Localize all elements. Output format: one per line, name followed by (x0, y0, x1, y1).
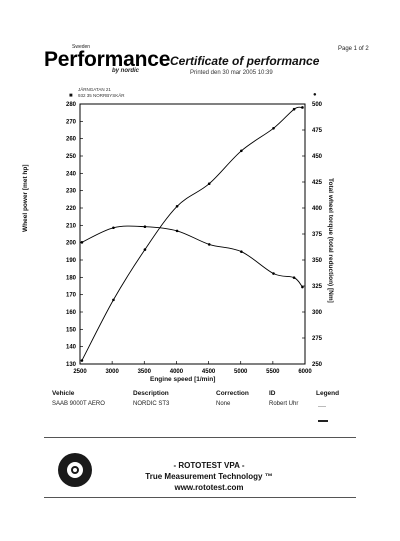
printed-date: Printed den 30 mar 2005 10:39 (190, 70, 273, 76)
x-axis-title: Engine speed [1/min] (150, 376, 216, 383)
info-header-id: ID (269, 390, 276, 397)
y-tick-label: 130 (66, 362, 77, 368)
description-value: NORDIC ST3 (133, 401, 170, 407)
y2-tick-label: 250 (312, 362, 323, 368)
y-tick-label: 160 (66, 310, 77, 316)
y-tick-label: 240 (66, 171, 77, 177)
y2-tick-label: 300 (312, 310, 323, 316)
correction-value: None (216, 401, 231, 407)
x-tick-label: 6000 (298, 369, 312, 375)
seal-core (71, 466, 79, 474)
info-header-legend: Legend (316, 390, 340, 397)
y-tick-label: 260 (66, 137, 77, 143)
y-tick-label: 250 (66, 154, 77, 160)
torque-data-point (112, 226, 115, 230)
footer-bottom-rule (44, 497, 356, 498)
y-tick-label: 230 (66, 189, 77, 195)
power-data-point (272, 126, 275, 130)
power-curve-line (81, 106, 303, 361)
brand-sub-logo: by nordic (112, 68, 140, 74)
y-tick-label: 140 (66, 345, 77, 351)
torque-data-point (143, 225, 147, 229)
page-number: Page 1 of 2 (338, 46, 369, 52)
info-header-vehicle: Vehicle (52, 390, 75, 397)
y2-tick-label: 425 (312, 180, 323, 186)
y2-tick-label: 500 (312, 102, 323, 108)
power-data-point (80, 359, 84, 362)
y-tick-label: 220 (66, 206, 77, 212)
y2-tick-label: 350 (312, 258, 323, 264)
y2-tick-label: 400 (312, 206, 323, 212)
chart-plot-frame (79, 103, 306, 365)
y2-tick-label: 275 (312, 336, 323, 342)
y-tick-label: 210 (66, 223, 77, 229)
y2-tick-label: 450 (312, 154, 323, 160)
footer-tagline: True Measurement Technology ™ (145, 472, 273, 481)
right-axis-title: Total wheel torque (total reduction) [Nm… (327, 178, 334, 303)
torque-data-point (175, 229, 179, 233)
info-header-correction: Correction (216, 390, 249, 397)
address-line-2: 932 35 NORRBYSKÄR (78, 92, 125, 98)
x-tick-label: 4500 (202, 369, 216, 375)
brand-logo: Performance (44, 48, 171, 71)
info-header-description: Description (133, 390, 169, 397)
torque-data-point (240, 250, 243, 253)
y-tick-label: 150 (66, 327, 77, 333)
x-tick-label: 3500 (138, 369, 152, 375)
power-data-point (175, 204, 179, 208)
y-tick-label: 200 (66, 241, 77, 247)
torque-data-point (207, 243, 211, 246)
x-tick-label: 3000 (105, 369, 119, 375)
right-axis-marker: ● (313, 92, 317, 98)
power-data-point (240, 149, 243, 153)
address-line-1: JÄRNGATAN 21 (78, 87, 111, 92)
torque-curve-line (81, 225, 303, 288)
torque-data-point (80, 241, 84, 244)
y-tick-label: 180 (66, 275, 77, 281)
power-data-point (143, 248, 147, 251)
y2-tick-label: 325 (312, 284, 323, 290)
vehicle-value: SAAB 9000T AERO (52, 401, 105, 407)
document-title: Certificate of performance (170, 54, 320, 68)
legend-power-swatch (318, 406, 326, 407)
legend-torque-swatch (318, 420, 328, 422)
address-block: JÄRNGATAN 21 932 35 NORRBYSKÄR (78, 87, 125, 98)
left-axis-title: Wheel power [met hp] (22, 164, 29, 232)
id-value: Robert Uhr (269, 401, 299, 407)
x-tick-label: 5500 (266, 369, 280, 375)
footer-top-rule (44, 437, 356, 438)
y2-tick-label: 475 (312, 128, 323, 134)
footer-company: - ROTOTEST VPA - (173, 461, 245, 470)
x-tick-label: 5000 (234, 369, 248, 375)
y-tick-label: 170 (66, 293, 77, 299)
y-tick-label: 270 (66, 119, 77, 125)
y2-tick-label: 375 (312, 232, 323, 238)
brand-small-text: Sweden (72, 44, 91, 50)
torque-data-point (272, 272, 275, 275)
rototest-seal-icon (58, 453, 92, 487)
power-data-point (292, 107, 296, 111)
x-tick-label: 2500 (73, 369, 87, 375)
footer-website: www.rototest.com (174, 483, 244, 492)
x-tick-label: 4000 (170, 369, 184, 375)
power-data-point (301, 106, 304, 109)
power-data-point (207, 182, 211, 186)
torque-data-point (301, 285, 304, 289)
y-tick-label: 280 (66, 102, 77, 108)
torque-data-point (292, 276, 296, 279)
seal-ring (67, 462, 83, 478)
y-tick-label: 190 (66, 258, 77, 264)
power-data-point (112, 298, 115, 302)
left-axis-marker: ■ (69, 93, 73, 99)
